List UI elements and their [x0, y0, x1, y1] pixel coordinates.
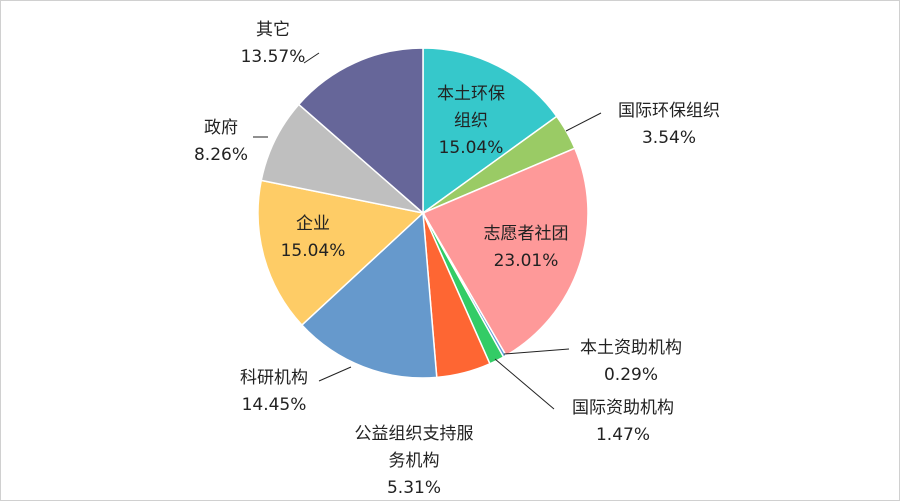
- slice-value-label: 1.47%: [595, 425, 650, 445]
- slice-label: 本土环保组织: [437, 84, 505, 131]
- slice-value-label: 15.04%: [438, 138, 504, 158]
- slice-value-label: 3.54%: [641, 128, 696, 148]
- slice-label: 政府: [204, 118, 238, 138]
- leader-line: [494, 358, 555, 410]
- pie-slice: [297, 47, 424, 215]
- pie-slice: [300, 211, 438, 379]
- slice-value-label: 15.04%: [280, 241, 346, 261]
- slice-label: 其它: [256, 20, 290, 40]
- slice-label: 国际资助机构: [572, 398, 674, 418]
- pie-slice: [422, 47, 558, 215]
- pie-slice: [421, 147, 589, 357]
- leader-line: [303, 52, 320, 64]
- leader-line: [503, 348, 570, 355]
- leader-line: [565, 112, 602, 132]
- slice-label: 国际环保组织: [618, 101, 720, 121]
- leader-line: [318, 366, 352, 382]
- pie-slice: [260, 103, 426, 215]
- slice-label: 科研机构: [240, 368, 308, 388]
- slice-label: 企业: [296, 214, 330, 234]
- slice-value-label: 8.26%: [193, 145, 248, 165]
- slice-value-label: 5.31%: [386, 478, 441, 498]
- slice-label: 志愿者社团: [483, 224, 569, 244]
- slice-value-label: 23.01%: [493, 251, 559, 271]
- slice-value-label: 13.57%: [240, 47, 306, 67]
- slice-value-label: 0.29%: [603, 365, 658, 385]
- slice-label: 公益组织支持服务机构: [354, 424, 474, 471]
- slice-value-label: 14.45%: [241, 395, 307, 415]
- pie-slice: [257, 179, 425, 327]
- slice-label: 本土资助机构: [580, 338, 682, 358]
